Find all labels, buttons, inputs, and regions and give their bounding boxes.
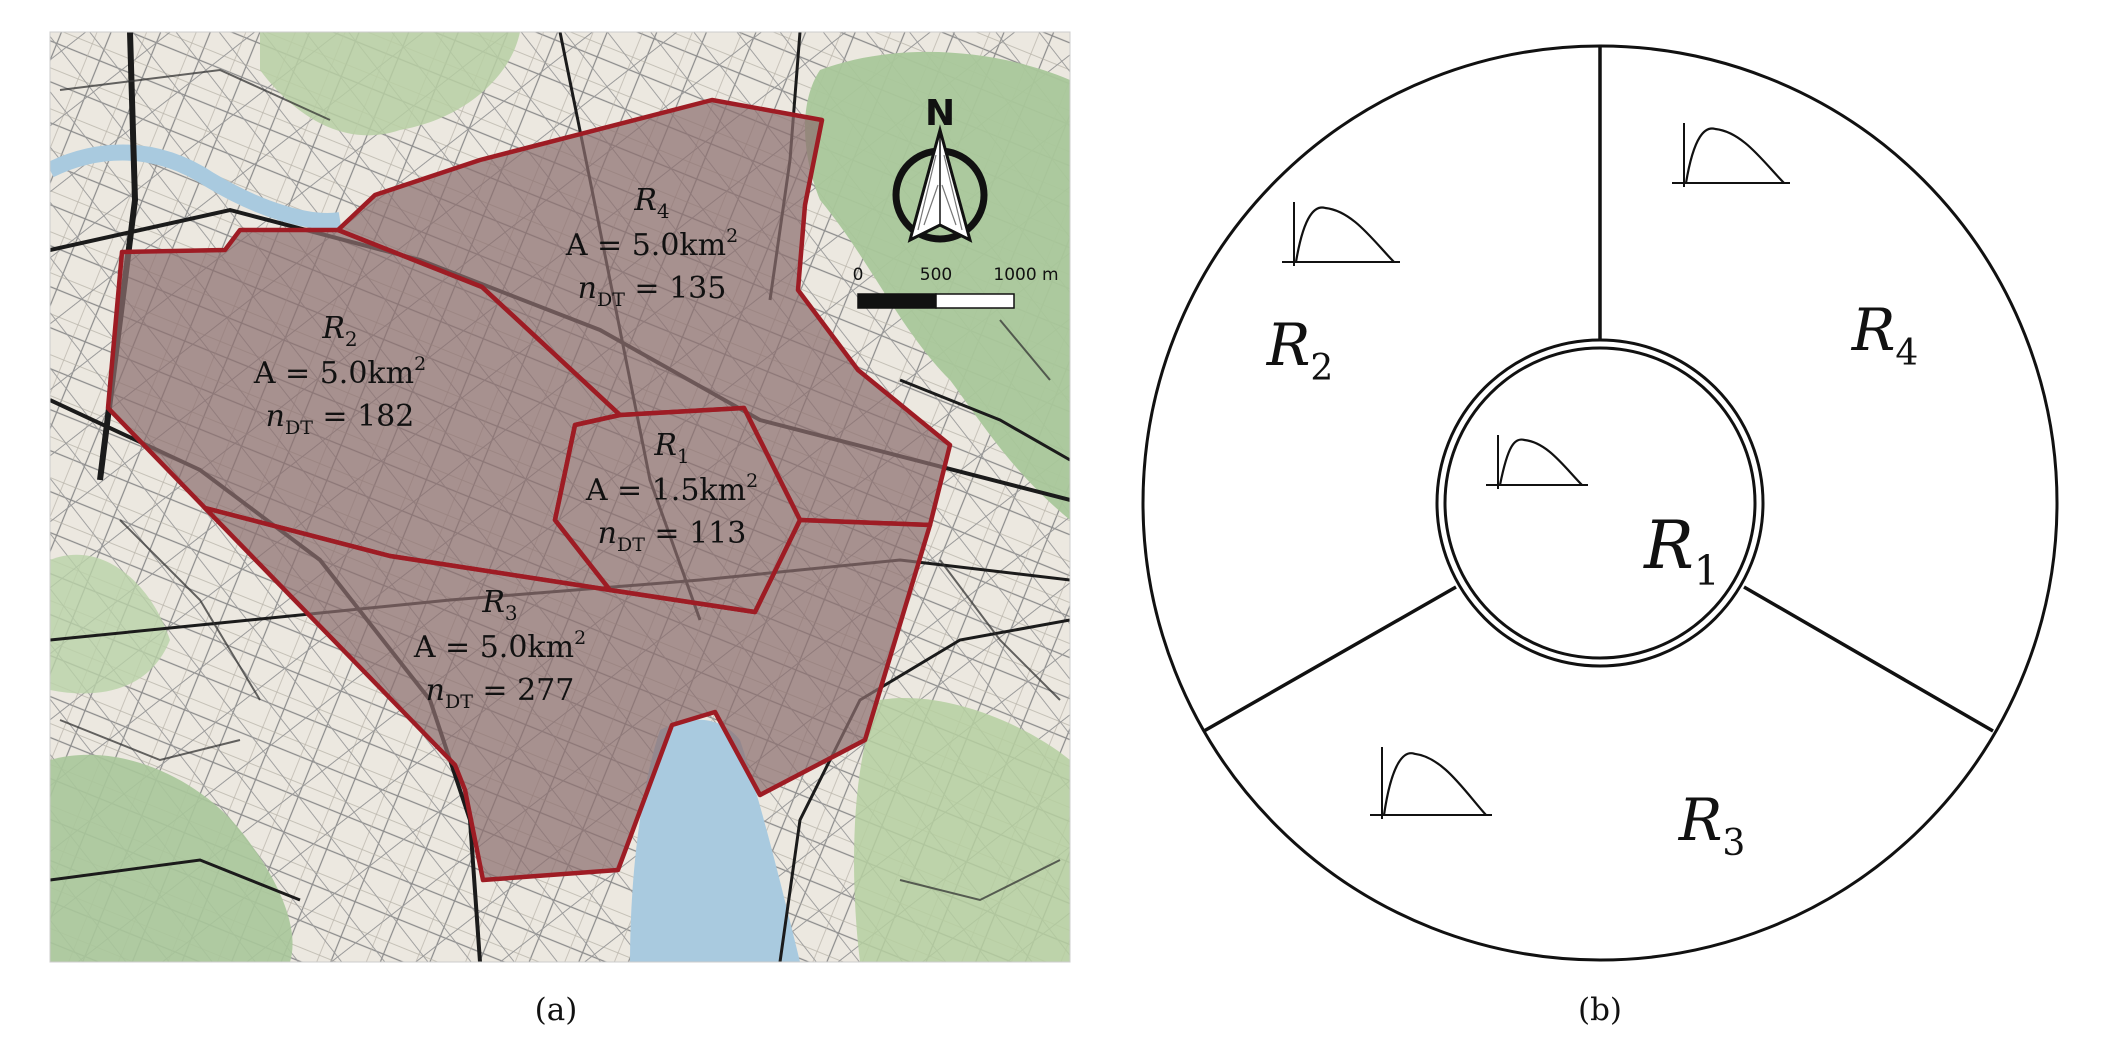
distribution-curve-icon	[1672, 123, 1790, 187]
distribution-curve-icon	[1370, 747, 1492, 819]
schematic-labels: R1 R2 R3 R4	[1266, 296, 1919, 864]
schematic-label-r1: R1	[1643, 507, 1720, 595]
schematic-label-r3: R3	[1678, 786, 1746, 864]
park-area-southeast	[854, 698, 1070, 962]
scale-tick-0: 0	[853, 265, 864, 285]
river	[50, 144, 342, 229]
park-area-west	[50, 554, 170, 694]
forest-area-northwest	[260, 32, 520, 136]
minor-roads	[59, 68, 1061, 902]
region-area: A = 5.0km2	[253, 353, 426, 391]
curve-icons	[1282, 123, 1790, 819]
sector-dividers	[1203, 46, 1994, 733]
schematic-label-r2: R2	[1266, 311, 1334, 389]
divider-r2-r3	[1203, 585, 1457, 733]
scale-tick-1000: 1000 m	[993, 265, 1058, 285]
region-polygons	[105, 97, 953, 883]
inner-ring-inner	[1443, 346, 1757, 660]
schematic-label-r4: R4	[1851, 296, 1919, 374]
scale-tick-500: 500	[920, 265, 952, 285]
map-frame	[49, 31, 1071, 963]
scale-bar: 0 500 1000 m	[853, 265, 1059, 309]
region-area: A = 1.5km2	[585, 470, 758, 508]
region-count: nDT = 113	[598, 516, 747, 556]
distribution-curve-icon	[1486, 435, 1588, 489]
region-area: A = 5.0km2	[565, 225, 738, 263]
distribution-curve-icon	[1282, 202, 1400, 266]
divider-r3-r4	[1743, 585, 1994, 733]
region-count: nDT = 277	[426, 673, 575, 713]
forest-area-northeast	[805, 51, 1070, 521]
region-r4-label: R4A = 5.0km2 nDT = 135	[565, 183, 738, 311]
lake	[630, 719, 800, 962]
region-name: R2	[321, 311, 357, 351]
region-name: R1	[653, 428, 689, 468]
region-count: nDT = 135	[578, 271, 727, 311]
region-area: A = 5.0km2	[413, 627, 586, 665]
region-count: nDT = 182	[266, 399, 415, 439]
region-r1-polygon	[552, 405, 803, 615]
region-r1-label: R1A = 1.5km2 nDT = 113	[585, 428, 758, 556]
caption-a: (a)	[535, 992, 578, 1028]
compass: N	[892, 93, 988, 243]
region-name: R3	[481, 585, 517, 625]
region-r3-label: R3A = 5.0km2 nDT = 277	[413, 585, 586, 713]
park-area-southwest	[50, 754, 293, 962]
region-r2-label: R2A = 5.0km2 nDT = 182	[253, 311, 426, 439]
caption-b: (b)	[1578, 992, 1622, 1028]
region-name: R4	[633, 183, 669, 223]
schematic-panel: R1 R2 R3 R4 (b)	[1141, 44, 2059, 1028]
